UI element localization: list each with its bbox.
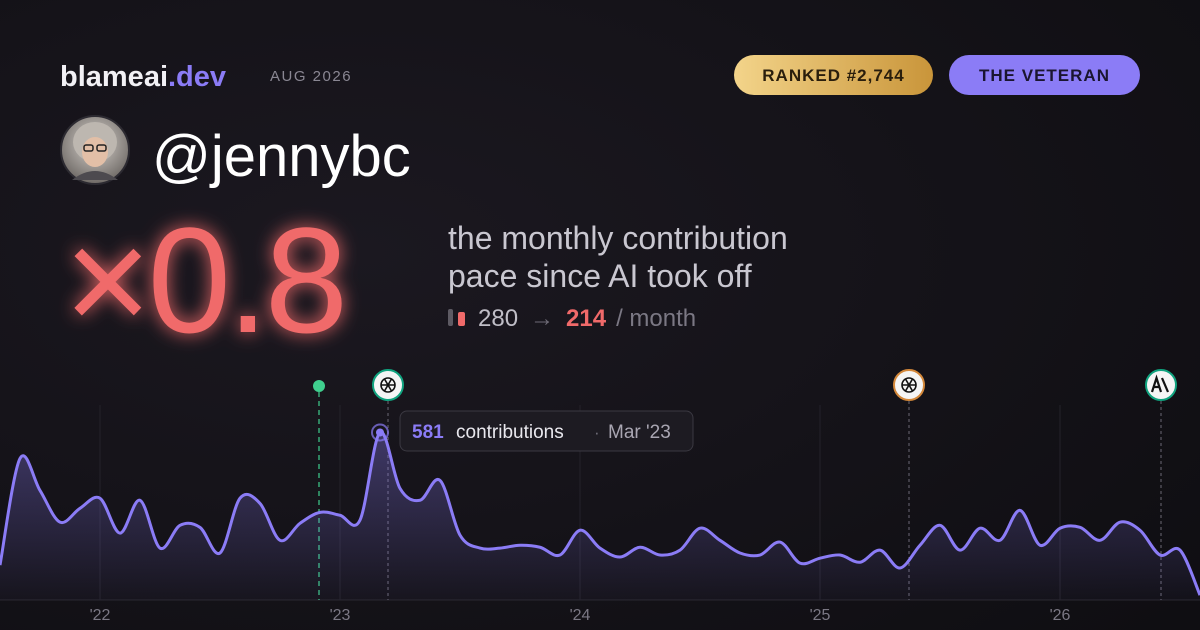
- multiplier: ×0.8: [64, 196, 344, 364]
- tooltip-value: 581: [412, 422, 444, 443]
- tooltip-date: Mar '23: [608, 422, 671, 443]
- arrow: →: [530, 305, 554, 332]
- events: [313, 369, 1177, 600]
- unit: / month: [616, 305, 696, 332]
- period: AUG 2026: [270, 68, 352, 85]
- brand-name: blameai: [60, 61, 168, 93]
- openai-icon: [372, 369, 404, 401]
- rank-pill: [734, 55, 933, 95]
- avatar: [60, 115, 130, 185]
- openai-icon: [893, 369, 925, 401]
- rank: RANKED #2,744: [762, 66, 904, 85]
- badge: THE VETERAN: [979, 66, 1110, 85]
- area: [0, 432, 1200, 600]
- after-icon: [458, 312, 465, 326]
- before-icon: [448, 309, 453, 326]
- brand-tld: .dev: [168, 61, 226, 93]
- tooltip-label: contributions: [456, 422, 564, 443]
- tooltip-separator: ·: [594, 423, 600, 442]
- x-tick-label: '22: [90, 607, 111, 624]
- tooltip-box: [399, 410, 694, 452]
- x-tick-label: '23: [330, 607, 351, 624]
- badge-pill: [949, 55, 1140, 95]
- handle: @jennybc: [152, 124, 411, 189]
- before: 280: [478, 305, 518, 332]
- caption-line: the monthly contribution: [448, 220, 788, 256]
- brand: blameai.dev: [60, 61, 226, 93]
- caption-line: pace since AI took off: [448, 258, 752, 294]
- tooltip: 581 contributions · Mar '23: [399, 410, 694, 452]
- highlight-ring: [371, 423, 389, 442]
- after: 214: [566, 305, 607, 332]
- x-tick-label: '25: [810, 607, 831, 624]
- highlight-point: [376, 428, 384, 437]
- x-tick-label: '26: [1050, 607, 1071, 624]
- anthropic-icon: [1145, 369, 1177, 401]
- line: [0, 430, 1200, 596]
- x-tick-label: '24: [570, 607, 591, 624]
- plot: [0, 423, 1200, 600]
- pace: 280 → 214 / month: [478, 305, 696, 332]
